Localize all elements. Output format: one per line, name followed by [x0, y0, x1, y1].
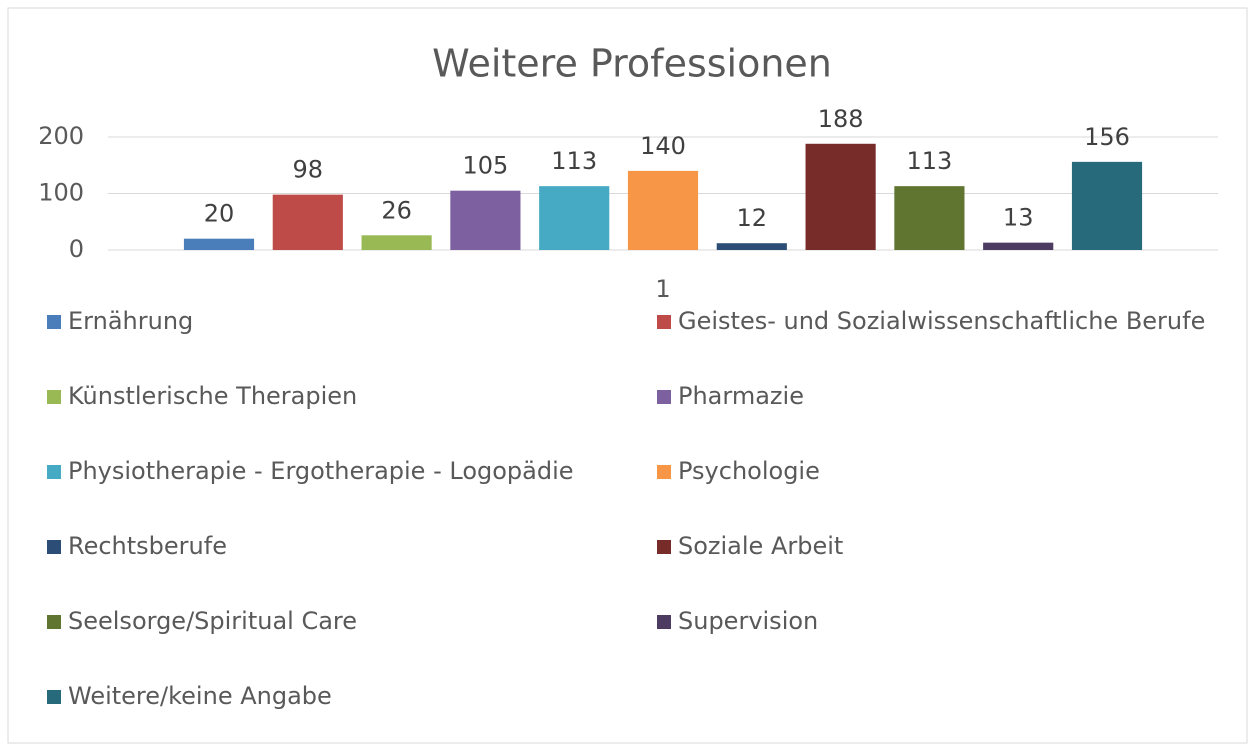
legend-label: Ernährung — [68, 307, 193, 335]
data-label: 113 — [906, 147, 952, 175]
legend-label: Physiotherapie - Ergotherapie - Logopädi… — [68, 457, 574, 485]
legend-label: Psychologie — [678, 457, 820, 485]
bar — [539, 186, 610, 250]
legend-label: Supervision — [678, 607, 818, 635]
data-label: 188 — [818, 105, 864, 133]
chart-border — [7, 7, 1248, 744]
legend-label: Weitere/keine Angabe — [68, 682, 332, 710]
legend-swatch — [657, 390, 671, 404]
legend-swatch — [47, 315, 61, 329]
bar — [361, 235, 432, 250]
legend-swatch — [657, 540, 671, 554]
legend-swatch — [47, 690, 61, 704]
bar — [983, 242, 1054, 250]
chart-title: Weitere Professionen — [432, 42, 832, 86]
legend-label: Künstlerische Therapien — [68, 382, 357, 410]
legend-swatch — [47, 390, 61, 404]
data-label: 140 — [640, 132, 686, 160]
data-label: 98 — [293, 156, 324, 184]
y-tick-label: 100 — [38, 179, 84, 207]
legend-swatch — [657, 465, 671, 479]
bar — [716, 243, 787, 250]
data-label: 113 — [551, 147, 597, 175]
bar — [272, 194, 343, 250]
data-label: 26 — [381, 196, 412, 224]
legend-swatch — [657, 615, 671, 629]
legend-swatch — [47, 615, 61, 629]
y-tick-label: 200 — [38, 122, 84, 150]
legend-label: Pharmazie — [678, 382, 804, 410]
y-tick-label: 0 — [69, 235, 84, 263]
data-label: 20 — [204, 200, 235, 228]
bar — [1071, 161, 1143, 250]
legend-label: Soziale Arbeit — [678, 532, 843, 560]
data-label: 13 — [1003, 204, 1034, 232]
bar — [183, 238, 255, 250]
data-label: 12 — [737, 204, 768, 232]
data-label: 105 — [462, 152, 508, 180]
legend-label: Geistes- und Sozialwissenschaftliche Ber… — [678, 307, 1205, 335]
bar — [805, 143, 876, 250]
legend-label: Seelsorge/Spiritual Care — [68, 607, 357, 635]
bar — [627, 170, 699, 250]
legend-swatch — [47, 540, 61, 554]
legend-swatch — [47, 465, 61, 479]
legend-swatch — [657, 315, 671, 329]
bar — [894, 186, 965, 250]
x-tick-label: 1 — [655, 275, 670, 303]
legend-label: Rechtsberufe — [68, 532, 227, 560]
data-label: 156 — [1084, 123, 1130, 151]
bar — [450, 190, 521, 250]
